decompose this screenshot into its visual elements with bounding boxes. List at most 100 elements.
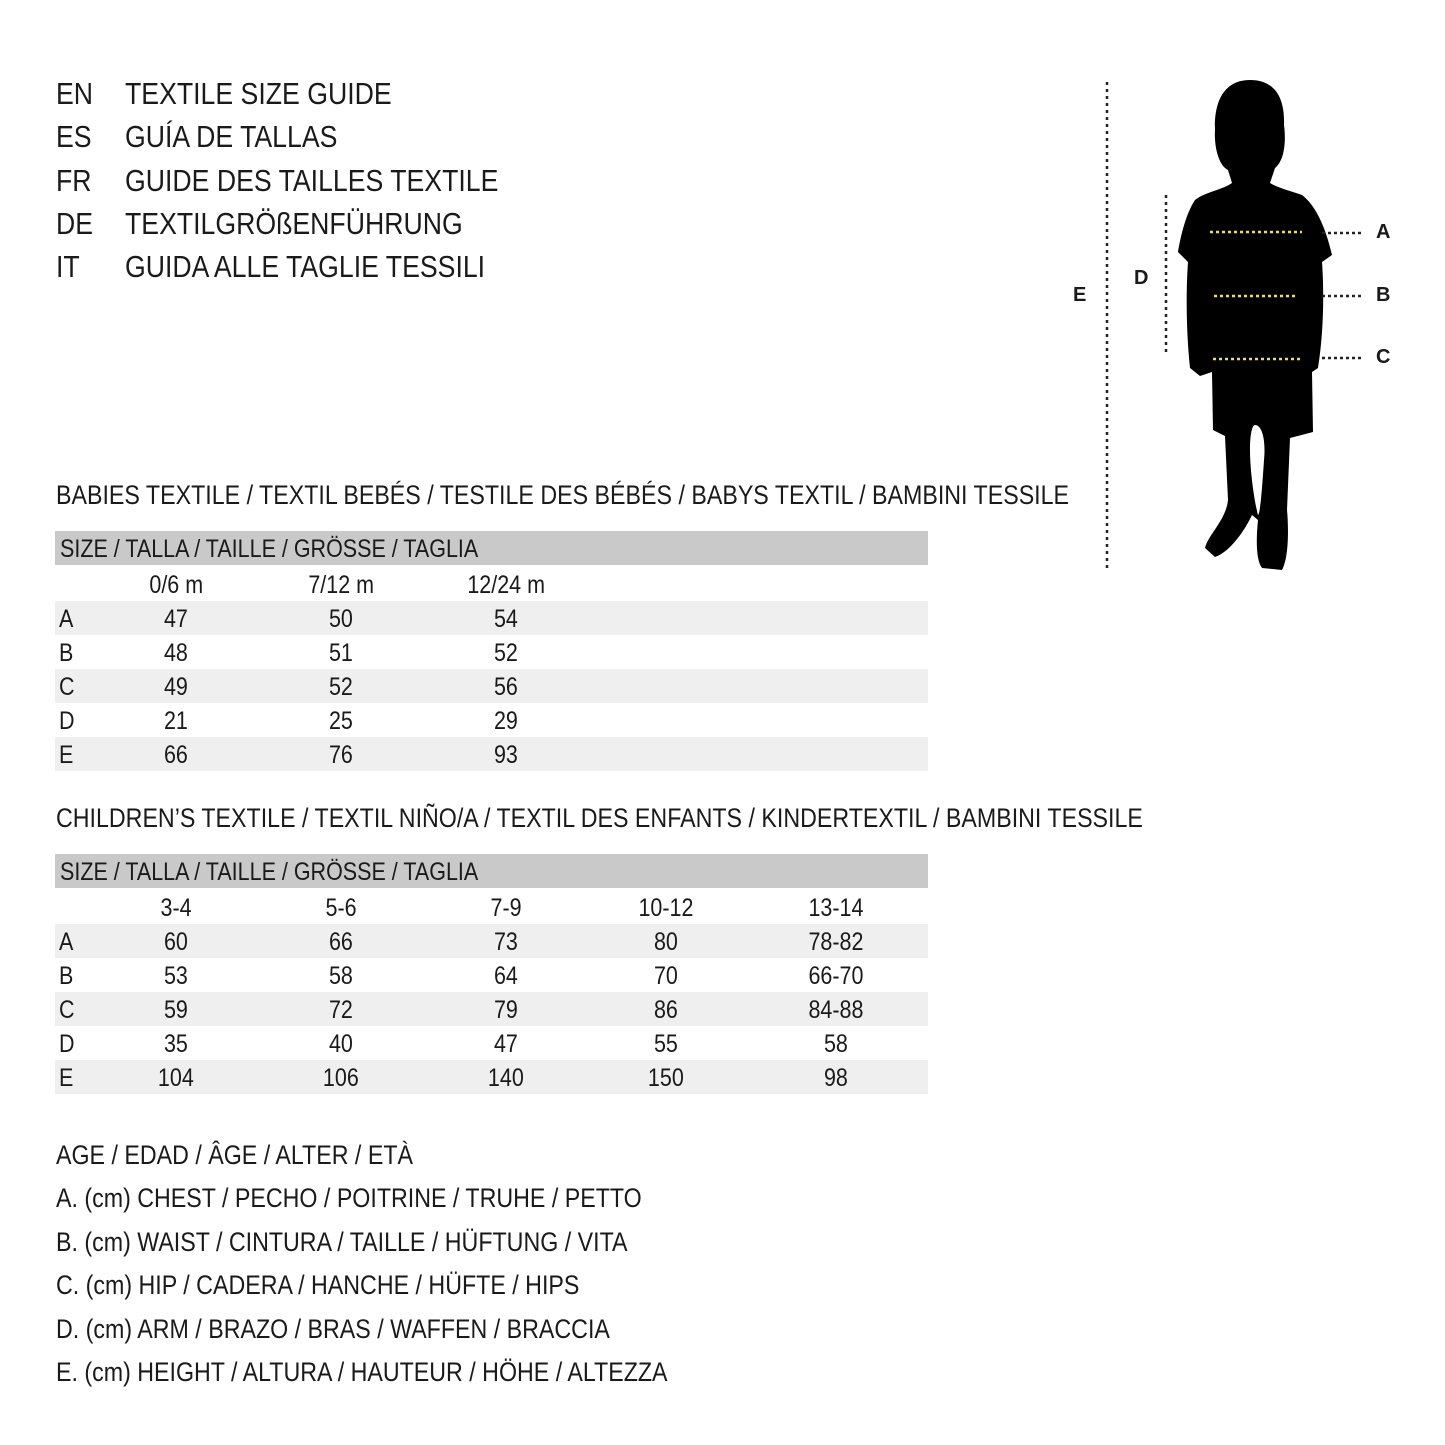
table-cell: 84-88 [808, 996, 864, 1024]
child-silhouette [1178, 80, 1332, 570]
language-code: ES [56, 119, 92, 155]
language-title: GUÍA DE TALLAS [125, 119, 338, 155]
table-cell: 51 [329, 639, 353, 667]
table-cell: 66 [164, 741, 188, 769]
language-code: EN [56, 76, 94, 111]
language-code: FR [56, 162, 92, 198]
language-title: GUIDA ALLE TAGLIE TESSILI [125, 249, 486, 285]
language-title: GUIDE DES TAILLES TEXTILE [125, 162, 499, 198]
table-cell: 48 [164, 639, 188, 667]
figure-label-c: C [1376, 346, 1391, 368]
table-cell: 49 [164, 673, 188, 701]
table-cell: 53 [164, 962, 188, 990]
table-cell: 58 [824, 1030, 848, 1058]
legend-line: E. (cm) HEIGHT / ALTURA / HAUTEUR / HÖHE… [56, 1357, 668, 1387]
row-label: C [59, 996, 75, 1024]
row-label: E [59, 741, 74, 769]
language-code: DE [56, 205, 94, 241]
figure-label-e: E [1073, 284, 1087, 306]
table-cell: 66 [329, 928, 353, 956]
table-cell: 35 [164, 1030, 188, 1058]
table-cell: 76 [329, 741, 353, 769]
row-label: C [59, 673, 75, 701]
table-cell: 80 [654, 928, 678, 956]
row-label: A [59, 928, 74, 956]
table-row: D 35 40 47 55 58 [55, 1026, 928, 1060]
table-cell: 79 [494, 996, 518, 1024]
column-header-row: 0/6 m 7/12 m 12/24 m [55, 567, 928, 601]
column-header-row: 3-4 5-6 7-9 10-12 13-14 [55, 890, 928, 924]
table-cell: 50 [329, 605, 353, 633]
table-cell: 106 [323, 1064, 359, 1092]
table-row: E 66 76 93 [55, 737, 928, 771]
table-cell: 47 [494, 1030, 518, 1058]
table-cell: 52 [329, 673, 353, 701]
table-cell: 66-70 [808, 962, 864, 990]
table-cell: 104 [158, 1064, 194, 1092]
table-cell: 52 [494, 639, 518, 667]
babies-section-title: BABIES TEXTILE / TEXTIL BEBÉS / TESTILE … [56, 480, 1070, 510]
table-cell: 55 [654, 1030, 678, 1058]
table-row: C 59 72 79 86 84-88 [55, 992, 928, 1026]
figure-label-a: A [1376, 221, 1391, 243]
table-cell: 98 [824, 1064, 848, 1092]
children-size-table: SIZE / TALLA / TAILLE / GRÖSSE / TAGLIA 3… [55, 854, 928, 1094]
table-cell: 25 [329, 707, 353, 735]
column-header: 0/6 m [149, 571, 203, 599]
row-label: D [59, 1030, 75, 1058]
table-cell: 29 [494, 707, 518, 735]
table-row: A 60 66 73 80 78-82 [55, 924, 928, 958]
table-row: D 21 25 29 [55, 703, 928, 737]
legend-line: D. (cm) ARM / BRAZO / BRAS / WAFFEN / BR… [56, 1313, 610, 1344]
table-cell: 140 [488, 1064, 524, 1092]
measure-lines-yellow [1210, 230, 1303, 361]
column-header: 10-12 [638, 894, 694, 922]
table-row: E 104 106 140 150 98 [55, 1060, 928, 1094]
table-cell: 86 [654, 996, 678, 1024]
figure-label-b: B [1376, 284, 1391, 306]
legend-line: C. (cm) HIP / CADERA / HANCHE / HÜFTE / … [56, 1270, 580, 1301]
column-header: 12/24 m [467, 571, 545, 599]
column-header: 7-9 [490, 894, 522, 922]
row-label: B [59, 962, 74, 990]
table-cell: 21 [164, 707, 188, 735]
column-header: 13-14 [808, 894, 864, 922]
legend-line: A. (cm) CHEST / PECHO / POITRINE / TRUHE… [56, 1183, 642, 1214]
table-row: B 48 51 52 [55, 635, 928, 669]
table-cell: 72 [329, 996, 353, 1024]
table-cell: 60 [164, 928, 188, 956]
measure-pointer-lines [1322, 231, 1362, 360]
figure-label-d: D [1134, 267, 1149, 289]
row-label: E [59, 1064, 74, 1092]
table-cell: 47 [164, 605, 188, 633]
table-cell: 40 [329, 1030, 353, 1058]
column-header: 3-4 [160, 894, 192, 922]
babies-size-table: SIZE / TALLA / TAILLE / GRÖSSE / TAGLIA 0… [55, 531, 928, 771]
table-cell: 54 [494, 605, 518, 633]
legend-line: AGE / EDAD / ÂGE / ALTER / ETÀ [56, 1140, 414, 1170]
table-cell: 78-82 [808, 928, 864, 956]
table-row: A 47 50 54 [55, 601, 928, 635]
row-label: B [59, 639, 74, 667]
language-code: IT [56, 249, 80, 285]
children-section-title: CHILDREN’S TEXTILE / TEXTIL NIÑO/A / TEX… [56, 803, 1143, 833]
column-header: 5-6 [325, 894, 357, 922]
column-header: 7/12 m [308, 571, 374, 599]
row-label: A [59, 605, 74, 633]
table-cell: 93 [494, 741, 518, 769]
table-cell: 73 [494, 928, 518, 956]
table-cell: 58 [329, 962, 353, 990]
table-row: C 49 52 56 [55, 669, 928, 703]
table-header-bar: SIZE / TALLA / TAILLE / GRÖSSE / TAGLIA [55, 854, 928, 888]
table-cell: 150 [648, 1064, 684, 1092]
child-silhouette-figure [1105, 80, 1362, 572]
table-cell: 56 [494, 673, 518, 701]
table-row: B 53 58 64 70 66-70 [55, 958, 928, 992]
table-cell: 59 [164, 996, 188, 1024]
language-title: TEXTILGRÖßENFÜHRUNG [125, 205, 463, 241]
table-cell: 70 [654, 962, 678, 990]
legend-line: B. (cm) WAIST / CINTURA / TAILLE / HÜFTU… [56, 1226, 628, 1257]
row-label: D [59, 707, 75, 735]
language-title: TEXTILE SIZE GUIDE [125, 76, 392, 111]
